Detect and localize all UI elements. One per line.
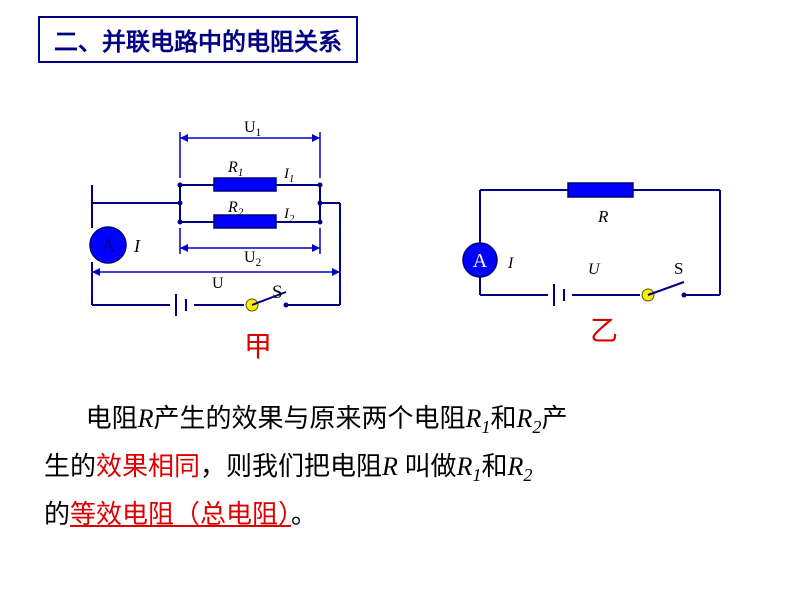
- svg-text:S: S: [674, 259, 683, 278]
- circuit-left: A U1 U2 U R1 R2 I1 I2 I S 甲: [0, 70, 420, 370]
- ammeter-label-left: A: [101, 235, 116, 257]
- svg-text:U: U: [212, 275, 224, 292]
- svg-text:U2: U2: [244, 249, 261, 269]
- svg-text:I: I: [133, 236, 141, 256]
- title-text: 二、并联电路中的电阻关系: [54, 30, 342, 56]
- circuit-diagrams: A U1 U2 U R1 R2 I1 I2 I S 甲: [0, 70, 794, 360]
- svg-text:R1: R1: [227, 159, 243, 179]
- svg-text:S: S: [272, 282, 283, 303]
- svg-text:U: U: [588, 261, 601, 278]
- svg-text:U1: U1: [244, 119, 261, 139]
- caption-right: 乙: [590, 316, 618, 347]
- caption-left: 甲: [244, 332, 272, 363]
- svg-text:I: I: [507, 255, 514, 272]
- body-paragraph: 电阻R产生的效果与原来两个电阻R1和R2产 生的效果相同，则我们把电阻R 叫做R…: [44, 396, 754, 538]
- svg-text:I1: I1: [283, 166, 294, 185]
- svg-text:R: R: [597, 207, 609, 226]
- key-term: 等效电阻（总电阻）: [70, 500, 291, 529]
- circuit-right: A R I U S 乙: [430, 70, 790, 370]
- section-title: 二、并联电路中的电阻关系: [38, 16, 358, 63]
- svg-text:A: A: [473, 250, 488, 272]
